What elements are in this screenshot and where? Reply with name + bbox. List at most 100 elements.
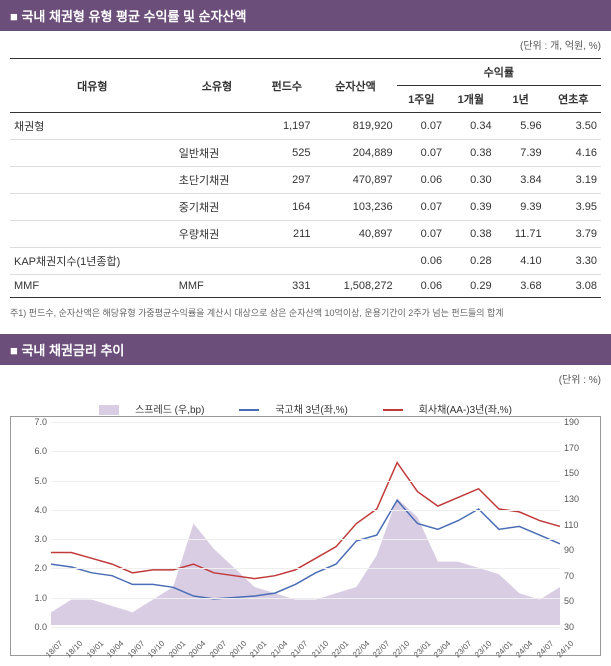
cell-대유형 <box>10 167 175 194</box>
cell-소유형: 우량채권 <box>175 221 259 248</box>
cell-1주일: 0.07 <box>397 194 447 221</box>
th-1주일: 1주일 <box>397 86 447 113</box>
x-label: 24/01 <box>494 639 515 660</box>
gridline <box>51 627 560 628</box>
cell-소유형: 일반채권 <box>175 140 259 167</box>
section2-header: 국내 채권금리 추이 <box>0 334 611 365</box>
x-label: 24/07 <box>534 639 555 660</box>
gridline <box>51 539 560 540</box>
legend-ktb: 국고채 3년(좌,%) <box>275 405 348 416</box>
x-label: 20/01 <box>167 639 188 660</box>
cell-1년: 3.68 <box>496 275 546 298</box>
x-label: 19/04 <box>105 639 126 660</box>
cell-소유형: MMF <box>175 275 259 298</box>
table-row: KAP채권지수(1년종합)0.060.284.103.30 <box>10 248 601 275</box>
table-row: MMFMMF3311,508,2720.060.293.683.08 <box>10 275 601 298</box>
cell-대유형: KAP채권지수(1년종합) <box>10 248 175 275</box>
cell-순자산액: 40,897 <box>315 221 397 248</box>
chart-legend: 스프레드 (우,bp) 국고채 3년(좌,%) 회사채(AA-)3년(좌,%) <box>10 397 601 416</box>
x-label: 20/04 <box>187 639 208 660</box>
cell-대유형 <box>10 221 175 248</box>
cell-1주일: 0.06 <box>397 167 447 194</box>
table-row: 채권형 1,197819,9200.070.345.963.50 <box>10 113 601 140</box>
x-label: 21/01 <box>248 639 269 660</box>
x-label: 21/10 <box>310 639 331 660</box>
gridline <box>51 568 560 569</box>
y-right-label: 150 <box>564 468 600 478</box>
x-label: 22/04 <box>351 639 372 660</box>
cell-연초후: 3.50 <box>546 113 601 140</box>
y-right-label: 130 <box>564 494 600 504</box>
cell-대유형: 채권형 <box>10 113 175 140</box>
cell-1년: 3.84 <box>496 167 546 194</box>
y-left-label: 6.0 <box>11 446 47 456</box>
cell-1주일: 0.07 <box>397 113 447 140</box>
th-1개월: 1개월 <box>446 86 496 113</box>
y-left-label: 1.0 <box>11 593 47 603</box>
rate-chart: 0.01.02.03.04.05.06.07.03050709011013015… <box>10 416 601 656</box>
x-label: 19/10 <box>146 639 167 660</box>
cell-펀드수: 164 <box>259 194 314 221</box>
table-row: 중기채권164103,2360.070.399.393.95 <box>10 194 601 221</box>
cell-펀드수: 1,197 <box>259 113 314 140</box>
cell-펀드수: 331 <box>259 275 314 298</box>
spread-area <box>51 498 560 625</box>
cell-1년: 5.96 <box>496 113 546 140</box>
cell-1개월: 0.38 <box>446 140 496 167</box>
cell-1주일: 0.07 <box>397 221 447 248</box>
cell-순자산액: 1,508,272 <box>315 275 397 298</box>
y-right-label: 190 <box>564 417 600 427</box>
y-right-label: 90 <box>564 545 600 555</box>
th-펀드수: 펀드수 <box>259 59 314 113</box>
y-right-label: 110 <box>564 520 600 530</box>
cell-순자산액: 819,920 <box>315 113 397 140</box>
th-순자산액: 순자산액 <box>315 59 397 113</box>
x-label: 20/10 <box>228 639 249 660</box>
cell-1개월: 0.34 <box>446 113 496 140</box>
cell-1개월: 0.30 <box>446 167 496 194</box>
x-label: 21/04 <box>269 639 290 660</box>
cell-대유형 <box>10 194 175 221</box>
table-row: 일반채권525204,8890.070.387.394.16 <box>10 140 601 167</box>
cell-소유형 <box>175 248 259 275</box>
cell-1년: 4.10 <box>496 248 546 275</box>
table-footnote: 주1) 펀드수, 순자산액은 해당유형 가중평균수익률을 계산시 대상으로 삼은… <box>0 298 611 334</box>
cell-1개월: 0.38 <box>446 221 496 248</box>
cell-순자산액: 204,889 <box>315 140 397 167</box>
cell-순자산액: 470,897 <box>315 167 397 194</box>
x-label: 22/07 <box>371 639 392 660</box>
cell-1년: 9.39 <box>496 194 546 221</box>
x-label: 18/07 <box>44 639 65 660</box>
cell-펀드수: 297 <box>259 167 314 194</box>
x-label: 23/01 <box>412 639 433 660</box>
y-right-label: 170 <box>564 443 600 453</box>
cell-연초후: 4.16 <box>546 140 601 167</box>
y-left-label: 2.0 <box>11 563 47 573</box>
cell-연초후: 3.79 <box>546 221 601 248</box>
x-label: 22/10 <box>391 639 412 660</box>
gridline <box>51 422 560 423</box>
cell-연초후: 3.08 <box>546 275 601 298</box>
bond-type-table: 대유형 소유형 펀드수 순자산액 수익률 1주일 1개월 1년 연초후 채권형1… <box>10 58 601 298</box>
cell-1개월: 0.28 <box>446 248 496 275</box>
y-left-label: 5.0 <box>11 476 47 486</box>
x-label: 19/01 <box>85 639 106 660</box>
x-label: 18/10 <box>64 639 85 660</box>
cell-순자산액 <box>315 248 397 275</box>
cell-1년: 7.39 <box>496 140 546 167</box>
gridline <box>51 598 560 599</box>
cell-연초후: 3.30 <box>546 248 601 275</box>
x-label: 24/04 <box>514 639 535 660</box>
y-right-label: 30 <box>564 622 600 632</box>
section1-header: 국내 채권형 유형 평균 수익률 및 순자산액 <box>0 0 611 31</box>
th-1년: 1년 <box>496 86 546 113</box>
legend-corp: 회사채(AA-)3년(좌,%) <box>419 405 512 416</box>
cell-1주일: 0.06 <box>397 275 447 298</box>
cell-순자산액: 103,236 <box>315 194 397 221</box>
cell-펀드수 <box>259 248 314 275</box>
x-label: 21/07 <box>289 639 310 660</box>
x-label: 23/10 <box>473 639 494 660</box>
cell-소유형: 초단기채권 <box>175 167 259 194</box>
table-row: 우량채권21140,8970.070.3811.713.79 <box>10 221 601 248</box>
cell-1주일: 0.07 <box>397 140 447 167</box>
